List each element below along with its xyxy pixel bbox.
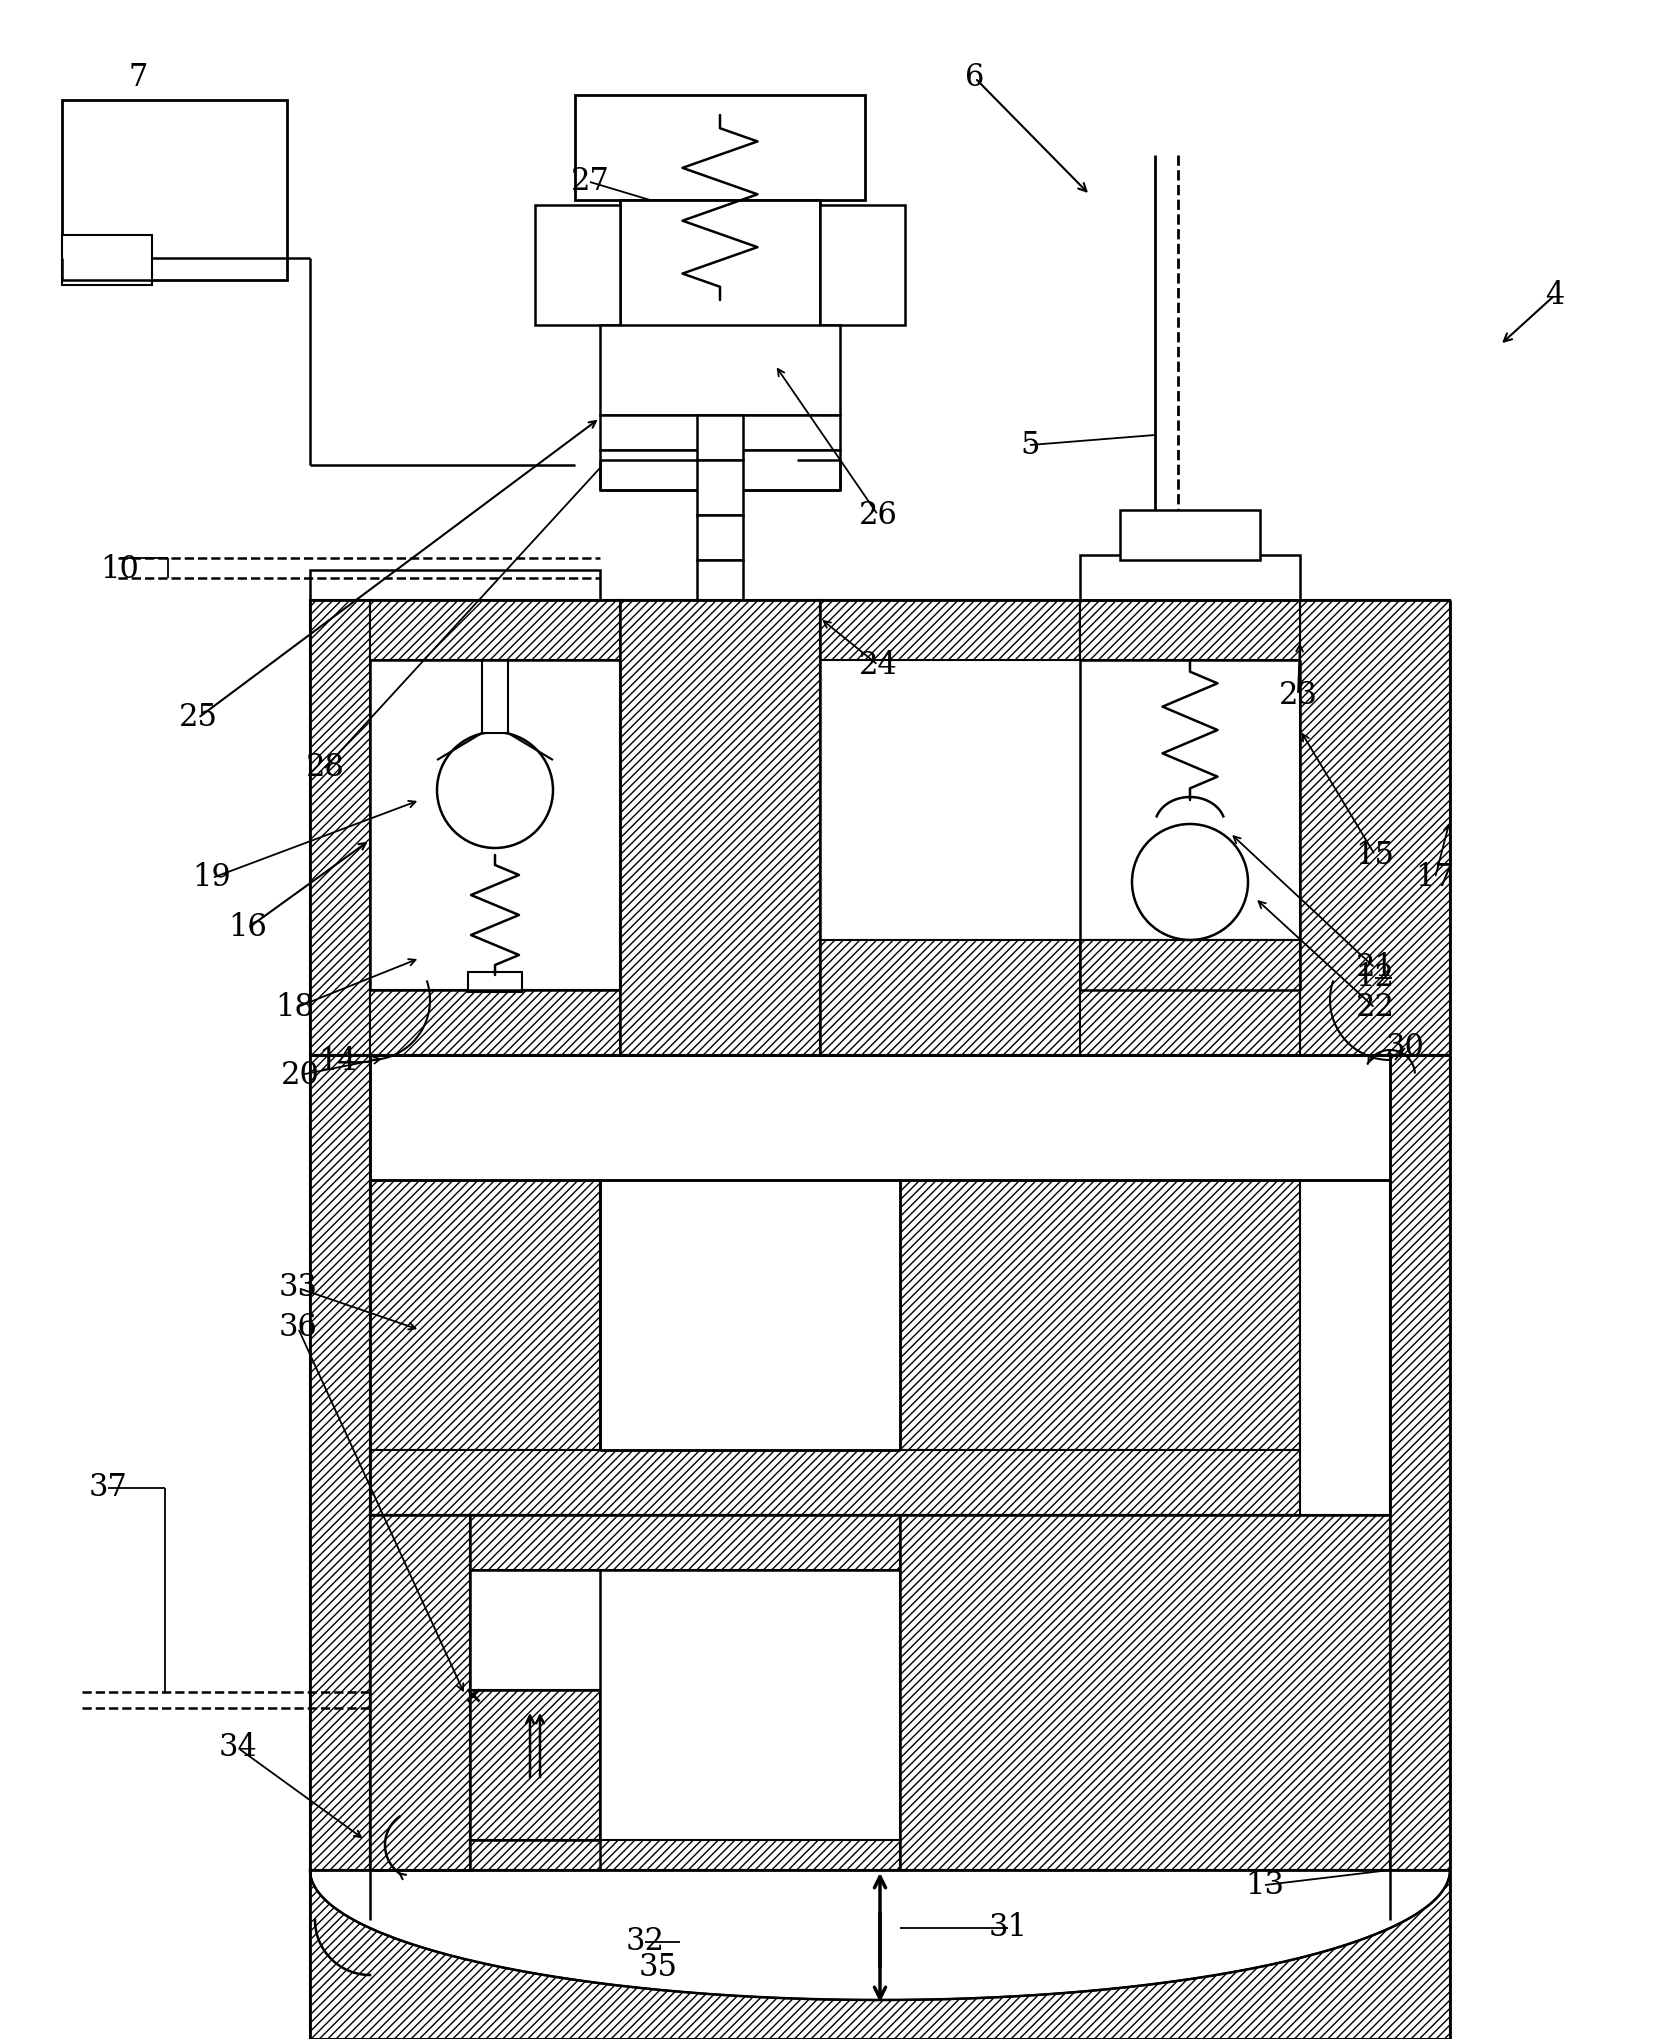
Text: 4: 4	[1545, 279, 1565, 310]
Polygon shape	[470, 1690, 600, 1870]
Polygon shape	[1079, 599, 1299, 661]
Text: 18: 18	[275, 993, 315, 1024]
Text: 23: 23	[1278, 679, 1318, 710]
Polygon shape	[62, 234, 152, 285]
Polygon shape	[370, 1450, 1299, 1515]
Polygon shape	[535, 206, 620, 324]
Polygon shape	[1079, 599, 1299, 661]
Polygon shape	[370, 1515, 1299, 1870]
Text: 31: 31	[989, 1913, 1027, 1943]
Polygon shape	[370, 1054, 1389, 1181]
Text: 14: 14	[319, 1046, 357, 1077]
Text: 36: 36	[279, 1313, 317, 1344]
Polygon shape	[310, 571, 600, 599]
Polygon shape	[620, 200, 821, 375]
Polygon shape	[600, 1515, 901, 1870]
Text: 30: 30	[1386, 1032, 1424, 1064]
Polygon shape	[600, 416, 841, 451]
Text: 33: 33	[279, 1272, 317, 1303]
Text: 26: 26	[859, 500, 897, 530]
Polygon shape	[470, 1515, 901, 1570]
Text: 37: 37	[88, 1472, 127, 1503]
Text: 19: 19	[192, 862, 232, 893]
Polygon shape	[821, 599, 1079, 661]
Text: 34: 34	[219, 1733, 257, 1764]
Polygon shape	[697, 516, 742, 561]
Text: 10: 10	[100, 555, 140, 585]
Polygon shape	[620, 599, 821, 1054]
Polygon shape	[62, 100, 287, 279]
Polygon shape	[469, 973, 522, 993]
Polygon shape	[575, 96, 866, 200]
Polygon shape	[1079, 555, 1299, 599]
Text: 15: 15	[1356, 840, 1394, 871]
Text: 28: 28	[305, 752, 344, 783]
Polygon shape	[370, 599, 620, 661]
Polygon shape	[310, 1870, 1449, 2039]
Polygon shape	[370, 1181, 600, 1450]
Text: 20: 20	[280, 1060, 320, 1091]
Polygon shape	[600, 1181, 901, 1450]
Polygon shape	[697, 461, 742, 516]
Polygon shape	[370, 1515, 1389, 1870]
Polygon shape	[370, 1515, 600, 1870]
Polygon shape	[1079, 940, 1299, 1054]
Polygon shape	[600, 324, 841, 416]
Text: 17: 17	[1416, 862, 1454, 893]
Text: 27: 27	[570, 167, 609, 198]
Text: 5: 5	[1021, 430, 1039, 461]
Text: 13: 13	[1246, 1870, 1284, 1900]
Text: 32: 32	[626, 1927, 664, 1957]
Polygon shape	[370, 1515, 470, 1870]
Polygon shape	[1119, 510, 1259, 561]
Polygon shape	[600, 451, 721, 489]
Text: 16: 16	[229, 913, 267, 944]
Polygon shape	[1389, 1054, 1449, 1870]
Text: 21: 21	[1356, 952, 1394, 983]
Text: 24: 24	[859, 650, 897, 681]
Text: 12: 12	[1356, 962, 1394, 993]
Polygon shape	[310, 599, 370, 1054]
Polygon shape	[697, 416, 742, 461]
Polygon shape	[470, 1839, 901, 1870]
Text: 35: 35	[639, 1953, 677, 1984]
Polygon shape	[821, 940, 1299, 1054]
Text: 6: 6	[966, 63, 984, 94]
Polygon shape	[901, 1181, 1299, 1450]
Text: 25: 25	[178, 703, 217, 734]
Polygon shape	[1299, 599, 1449, 1054]
Polygon shape	[482, 661, 509, 732]
Text: 7: 7	[128, 63, 148, 94]
Polygon shape	[310, 1054, 370, 1870]
Polygon shape	[721, 451, 841, 489]
Polygon shape	[370, 991, 620, 1054]
Polygon shape	[901, 1515, 1389, 1870]
Polygon shape	[821, 206, 906, 324]
Text: 22: 22	[1356, 993, 1394, 1024]
Polygon shape	[697, 561, 742, 606]
Polygon shape	[901, 1515, 1389, 1870]
